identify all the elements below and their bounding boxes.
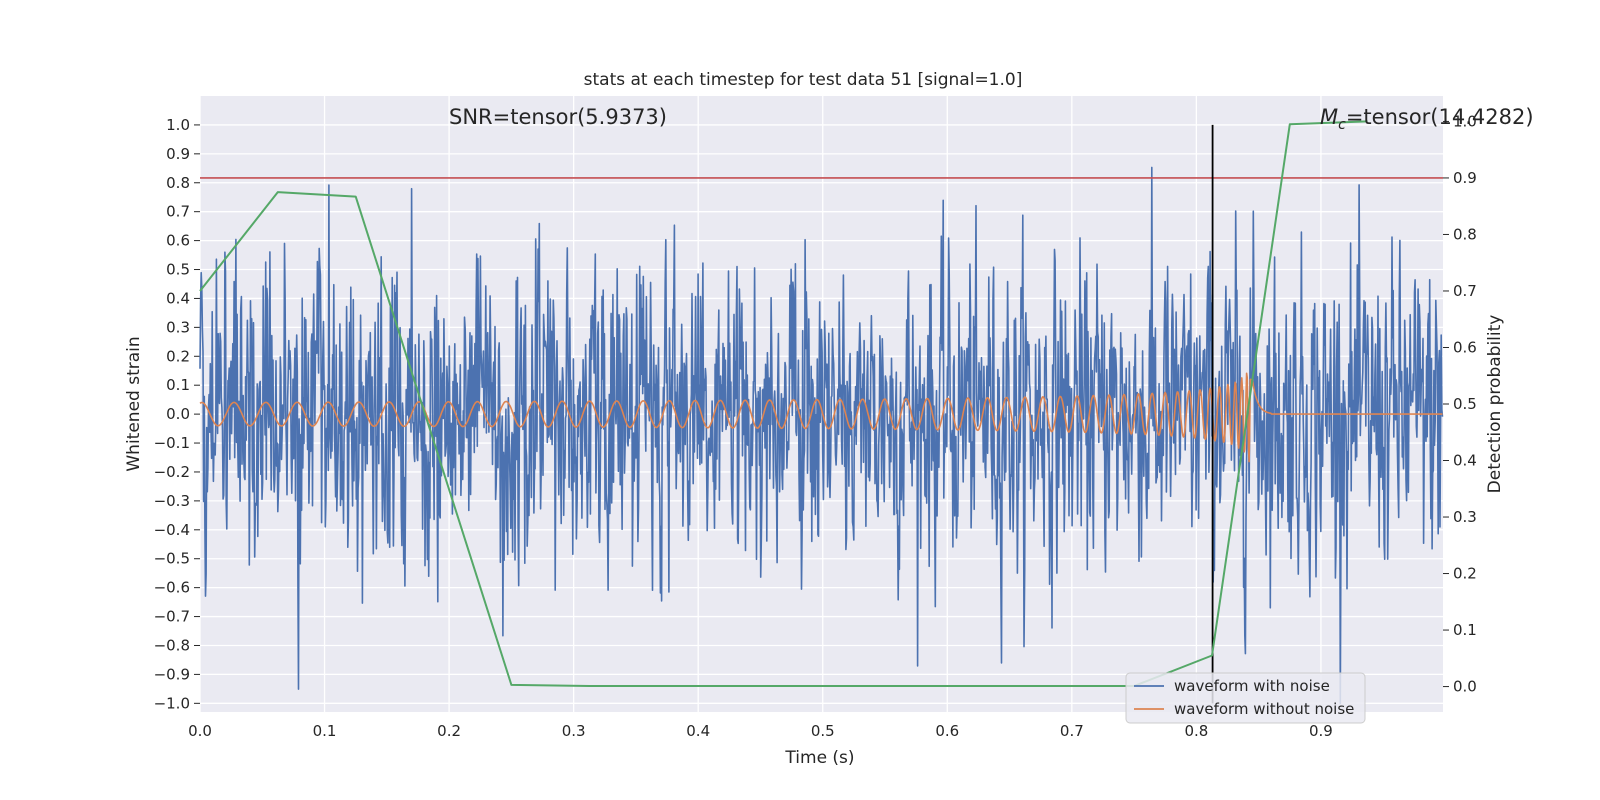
y-tick-label: 0.5 [166,261,190,279]
y2-tick-label: 0.1 [1453,621,1477,639]
y-tick-label: 0.7 [166,203,190,221]
series-line-waveform-without-noise [199,372,1443,463]
x-tick-label: 0.3 [562,722,586,740]
x-tick-label: 0.1 [313,722,337,740]
series-layer [199,120,1444,705]
y-tick-label: 0.8 [166,174,190,192]
y2-axis-label: Detection probability [1485,315,1505,494]
y-tick-label: −0.9 [154,665,190,683]
mc-value: =tensor(14.4282) [1346,105,1534,129]
y2-tick-label: 0.7 [1453,282,1477,300]
y-tick-label: 0.3 [166,318,190,336]
y-tick-label: −0.7 [154,608,190,626]
series-line-detection-probability [199,120,1368,687]
legend: waveform with noise waveform without noi… [1125,672,1366,724]
y2-tick-label: 0.3 [1453,508,1477,526]
y2-axis-ticks: 0.0 0.1 0.2 0.3 0.4 0.5 0.6 0.7 0.8 0.9 1.0 [1443,112,1477,696]
y2-tick-label: 0.0 [1453,678,1477,696]
y-tick-label: −0.8 [154,636,190,654]
x-tick-label: 0.5 [811,722,835,740]
y-tick-label: 0.4 [166,289,190,307]
series-line-waveform-with-noise [199,166,1444,705]
y2-tick-label: 0.6 [1453,338,1477,356]
y-tick-label: −0.1 [154,434,190,452]
y2-tick-label: 0.9 [1453,169,1477,187]
mc-annotation: Mc=tensor(14.4282) [1320,105,1534,133]
y2-tick-label: 1.0 [1453,112,1477,130]
mc-subscript: c [1338,117,1346,133]
y-tick-label: −0.6 [154,579,190,597]
x-axis-label: Time (s) [784,748,854,768]
y-axis-ticks: 1.0 0.9 0.8 0.7 0.6 0.5 0.4 0.3 0.2 0.1 0.0 −0.1 −0.… [154,116,200,712]
y-tick-label: 0.1 [166,376,190,394]
x-axis-ticks: 0.0 0.1 0.2 0.3 0.4 0.5 0.6 0.7 0.8 0.9 [188,722,1333,740]
y-tick-label: −0.3 [154,492,190,510]
x-tick-label: 0.4 [686,722,710,740]
y2-tick-label: 0.5 [1453,395,1477,413]
y-tick-label: −0.4 [154,521,190,539]
x-tick-label: 0.2 [437,722,461,740]
snr-annotation: SNR=tensor(5.9373) [449,105,667,129]
legend-label-waveform-without-noise: waveform without noise [1174,700,1354,718]
x-tick-label: 0.0 [188,722,212,740]
y-tick-label: 0.9 [166,145,190,163]
mc-symbol: M [1320,105,1338,129]
x-tick-label: 0.8 [1184,722,1208,740]
legend-label-waveform-with-noise: waveform with noise [1174,677,1330,695]
x-tick-label: 0.9 [1309,722,1333,740]
y-tick-label: 1.0 [166,116,190,134]
y2-tick-label: 0.2 [1453,565,1477,583]
y-tick-label: 0.6 [166,232,190,250]
y2-tick-label: 0.4 [1453,452,1477,470]
chart-title: stats at each timestep for test data 51 … [584,70,1023,90]
y-tick-label: −0.2 [154,463,190,481]
y-axis-label: Whitened strain [124,336,144,471]
y-tick-label: −0.5 [154,550,190,568]
legend-box [1125,672,1366,724]
y-tick-label: −1.0 [154,694,190,712]
y-tick-label: 0.2 [166,347,190,365]
y2-tick-label: 0.8 [1453,225,1477,243]
y-tick-label: 0.0 [166,405,190,423]
x-tick-label: 0.7 [1060,722,1084,740]
x-tick-label: 0.6 [935,722,959,740]
